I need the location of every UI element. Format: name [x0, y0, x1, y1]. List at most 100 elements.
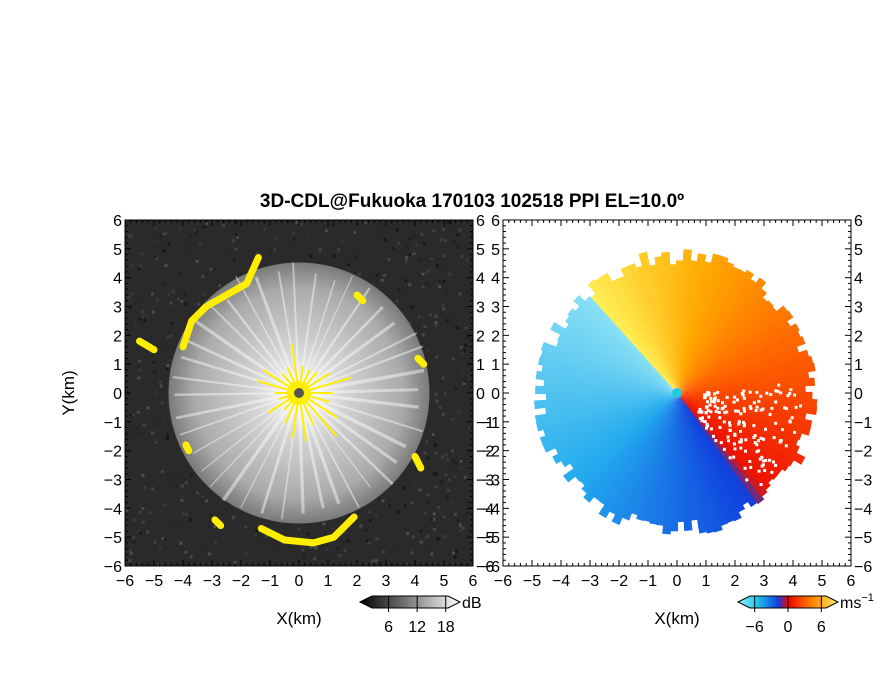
- noise-speck: [202, 292, 206, 296]
- noise-speck: [142, 424, 146, 427]
- noise-speck: [432, 518, 436, 521]
- y-tick-label: −1: [482, 415, 500, 432]
- noise-speck: [233, 561, 237, 564]
- noise-speck: [461, 352, 464, 356]
- velocity-wedge: [620, 265, 677, 393]
- noise-speck: [138, 560, 142, 564]
- x-tick-label: 1: [324, 573, 333, 590]
- x-tick-label: −5: [523, 573, 541, 590]
- velocity-wedge: [677, 393, 746, 513]
- noise-speck: [452, 357, 455, 361]
- snr-colorbar-bar: [358, 595, 462, 609]
- noise-speck: [138, 531, 142, 535]
- noise-speck: [132, 518, 136, 522]
- noise-speck: [367, 541, 371, 545]
- beam-streak: [298, 280, 336, 394]
- noise-speck: [366, 255, 370, 259]
- noise-speck: [167, 290, 171, 294]
- noise-speck: [453, 474, 457, 478]
- velocity-missing-pixel: [788, 392, 792, 395]
- y-tick-label-right: 6: [476, 213, 485, 230]
- noise-speck: [427, 539, 431, 543]
- noise-speck: [184, 247, 188, 250]
- noise-speck: [313, 557, 317, 561]
- noise-speck: [365, 539, 369, 543]
- x-tick-label: 5: [818, 573, 827, 590]
- noise-speck: [188, 542, 192, 545]
- noise-speck: [136, 431, 140, 435]
- velocity-missing-pixel: [777, 383, 781, 387]
- noise-speck: [443, 391, 447, 395]
- noise-speck: [375, 537, 379, 541]
- velocity-missing-pixel: [752, 436, 756, 439]
- beam-streak: [298, 321, 396, 395]
- velocity-missing-pixel: [703, 396, 707, 400]
- high-snr-spoke: [298, 392, 339, 419]
- noise-speck: [392, 544, 396, 548]
- noise-speck: [127, 296, 131, 300]
- velocity-wedge: [579, 393, 677, 487]
- x-tick-label: 6: [469, 573, 478, 590]
- noise-speck: [425, 349, 429, 353]
- noise-speck: [403, 483, 407, 487]
- noise-speck: [306, 532, 310, 536]
- noise-speck: [139, 264, 143, 268]
- velocity-wedge: [677, 310, 794, 393]
- velocity-missing-pixel: [786, 394, 790, 398]
- noise-speck: [172, 260, 176, 264]
- velocity-wedge: [677, 393, 742, 522]
- noise-speck: [421, 272, 424, 276]
- noise-speck: [453, 555, 457, 559]
- noise-speck: [408, 253, 412, 257]
- noise-speck: [207, 525, 211, 529]
- velocity-missing-pixel: [794, 405, 798, 409]
- noise-speck: [167, 292, 171, 296]
- noise-speck: [388, 504, 392, 508]
- y-tick-label-right: 6: [854, 213, 863, 230]
- noise-speck: [428, 373, 431, 376]
- velocity-missing-pixel: [749, 465, 753, 469]
- velocity-wedge: [677, 296, 768, 393]
- noise-speck: [148, 228, 152, 232]
- noise-speck: [332, 527, 335, 531]
- noise-speck: [468, 539, 472, 543]
- velocity-missing-pixel: [753, 441, 757, 445]
- velocity-missing-pixel: [728, 456, 732, 460]
- velocity-wedge: [608, 393, 677, 516]
- noise-speck: [168, 358, 172, 362]
- velocity-missing-pixel: [713, 404, 717, 408]
- velocity-wedge: [583, 393, 677, 503]
- velocity-wedge: [677, 393, 783, 475]
- high-snr-spoke: [298, 392, 307, 442]
- noise-speck: [171, 290, 175, 293]
- noise-speck: [470, 286, 473, 290]
- noise-speck: [405, 246, 409, 249]
- noise-speck: [423, 325, 427, 329]
- velocity-wedge: [617, 275, 677, 393]
- velocity-missing-pixel: [758, 457, 762, 461]
- noise-speck: [440, 238, 444, 242]
- y-tick-label-right: −2: [476, 444, 494, 461]
- radar-site-marker: [294, 388, 304, 398]
- velocity-wedge: [677, 393, 735, 524]
- velocity-missing-pixel: [755, 405, 759, 409]
- noise-speck: [137, 365, 141, 369]
- noise-speck: [268, 247, 272, 251]
- velocity-missing-pixel: [757, 439, 760, 443]
- velocity-missing-pixel: [706, 424, 710, 428]
- velocity-missing-pixel: [713, 396, 717, 400]
- velocity-missing-pixel: [753, 434, 757, 438]
- velocity-missing-pixel: [774, 400, 778, 404]
- noise-speck: [309, 254, 313, 258]
- velocity-wedge: [565, 322, 677, 393]
- colorbar-tick-label: 6: [817, 619, 826, 636]
- noise-speck: [154, 227, 158, 231]
- noise-speck: [189, 555, 193, 559]
- noise-speck: [131, 264, 135, 268]
- y-tick-label: −5: [482, 530, 500, 547]
- noise-speck: [433, 269, 437, 273]
- high-snr-spoke: [298, 392, 338, 438]
- high-snr-spoke: [291, 392, 300, 439]
- noise-speck: [143, 486, 147, 490]
- velocity-wedge: [677, 268, 747, 393]
